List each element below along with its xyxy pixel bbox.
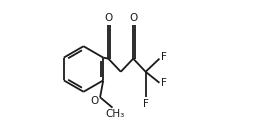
Text: CH₃: CH₃	[106, 109, 125, 119]
Text: F: F	[161, 79, 167, 88]
Text: O: O	[90, 96, 99, 106]
Text: F: F	[161, 52, 167, 62]
Text: F: F	[143, 99, 149, 109]
Text: O: O	[129, 13, 137, 23]
Text: O: O	[104, 13, 113, 23]
